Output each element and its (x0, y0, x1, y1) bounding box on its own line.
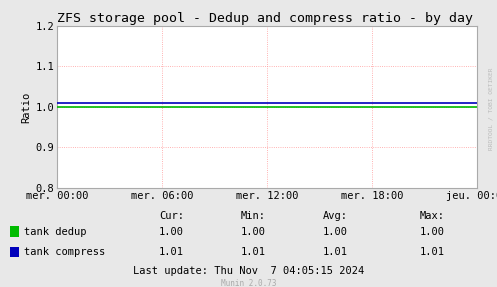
Text: Last update: Thu Nov  7 04:05:15 2024: Last update: Thu Nov 7 04:05:15 2024 (133, 266, 364, 276)
Text: tank compress: tank compress (24, 247, 105, 257)
Text: tank dedup: tank dedup (24, 227, 86, 237)
Text: Cur:: Cur: (159, 211, 184, 221)
Text: 1.00: 1.00 (241, 227, 266, 237)
Text: 1.01: 1.01 (420, 247, 445, 257)
Text: 1.00: 1.00 (323, 227, 348, 237)
Text: 1.00: 1.00 (159, 227, 184, 237)
Text: Munin 2.0.73: Munin 2.0.73 (221, 279, 276, 287)
Text: 1.00: 1.00 (420, 227, 445, 237)
Text: 1.01: 1.01 (159, 247, 184, 257)
Text: 1.01: 1.01 (323, 247, 348, 257)
Text: ZFS storage pool - Dedup and compress ratio - by day: ZFS storage pool - Dedup and compress ra… (57, 12, 473, 25)
Y-axis label: Ratio: Ratio (21, 91, 31, 123)
Text: Avg:: Avg: (323, 211, 348, 221)
Text: 1.01: 1.01 (241, 247, 266, 257)
Text: Max:: Max: (420, 211, 445, 221)
Text: Min:: Min: (241, 211, 266, 221)
Text: RRDTOOL / TOBI OETIKER: RRDTOOL / TOBI OETIKER (488, 68, 493, 150)
